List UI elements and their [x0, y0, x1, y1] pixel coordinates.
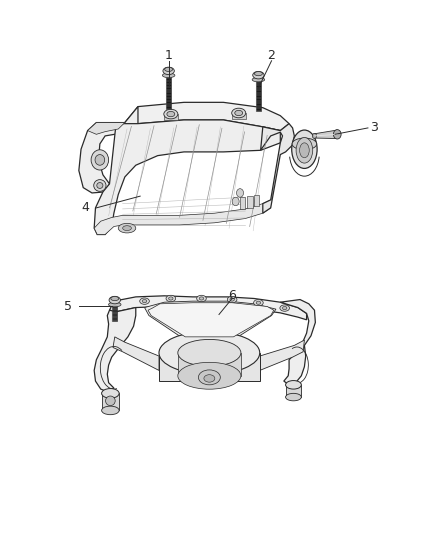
- Bar: [247, 196, 253, 208]
- Ellipse shape: [199, 297, 204, 300]
- Text: 3: 3: [371, 122, 378, 134]
- Polygon shape: [178, 353, 241, 376]
- Circle shape: [312, 133, 317, 139]
- Polygon shape: [94, 200, 271, 235]
- Ellipse shape: [253, 71, 264, 79]
- Ellipse shape: [94, 180, 106, 191]
- Ellipse shape: [204, 375, 215, 382]
- Ellipse shape: [230, 298, 234, 301]
- Ellipse shape: [162, 73, 175, 78]
- Ellipse shape: [95, 155, 105, 165]
- Polygon shape: [148, 303, 274, 337]
- Ellipse shape: [256, 301, 261, 304]
- Bar: [254, 195, 259, 206]
- Text: 4: 4: [81, 201, 89, 214]
- Circle shape: [237, 189, 244, 197]
- Ellipse shape: [169, 297, 173, 300]
- Ellipse shape: [159, 332, 260, 374]
- Ellipse shape: [123, 226, 131, 231]
- Polygon shape: [164, 114, 178, 120]
- Ellipse shape: [165, 67, 173, 71]
- Polygon shape: [232, 113, 246, 119]
- Polygon shape: [102, 393, 119, 410]
- Ellipse shape: [254, 300, 263, 306]
- Ellipse shape: [280, 305, 290, 311]
- Polygon shape: [113, 337, 159, 370]
- Ellipse shape: [167, 111, 175, 117]
- Ellipse shape: [235, 110, 243, 116]
- Polygon shape: [286, 385, 301, 397]
- Ellipse shape: [283, 306, 287, 310]
- Polygon shape: [261, 124, 294, 213]
- Circle shape: [333, 130, 341, 139]
- Text: 2: 2: [268, 50, 276, 62]
- Text: 5: 5: [64, 300, 72, 313]
- Ellipse shape: [178, 362, 241, 389]
- Ellipse shape: [197, 295, 206, 302]
- Ellipse shape: [140, 298, 149, 304]
- Polygon shape: [94, 308, 136, 392]
- Ellipse shape: [232, 108, 246, 118]
- Ellipse shape: [91, 150, 109, 170]
- Ellipse shape: [163, 67, 174, 75]
- Polygon shape: [280, 300, 315, 385]
- Ellipse shape: [109, 302, 121, 307]
- Ellipse shape: [111, 296, 119, 301]
- Ellipse shape: [286, 393, 301, 401]
- Circle shape: [232, 197, 239, 206]
- Ellipse shape: [164, 109, 178, 119]
- Polygon shape: [145, 301, 276, 336]
- Bar: [112, 304, 117, 321]
- Ellipse shape: [296, 138, 313, 163]
- Text: 6: 6: [228, 289, 236, 302]
- Polygon shape: [314, 130, 337, 139]
- Bar: [256, 79, 261, 111]
- Ellipse shape: [254, 71, 262, 76]
- Ellipse shape: [178, 340, 241, 366]
- Polygon shape: [79, 107, 138, 193]
- Ellipse shape: [166, 295, 176, 302]
- Polygon shape: [125, 102, 289, 131]
- Polygon shape: [110, 296, 307, 320]
- Ellipse shape: [106, 396, 115, 406]
- Bar: [240, 197, 245, 209]
- Polygon shape: [88, 123, 125, 134]
- Ellipse shape: [198, 370, 220, 385]
- Ellipse shape: [252, 77, 265, 82]
- Ellipse shape: [300, 143, 309, 158]
- Ellipse shape: [102, 389, 119, 398]
- Ellipse shape: [286, 381, 301, 389]
- Polygon shape: [159, 353, 260, 381]
- Ellipse shape: [292, 130, 317, 168]
- Ellipse shape: [227, 296, 237, 303]
- Ellipse shape: [97, 182, 103, 189]
- Text: 1: 1: [165, 50, 173, 62]
- Polygon shape: [260, 340, 304, 370]
- Ellipse shape: [118, 223, 136, 233]
- Polygon shape: [94, 120, 280, 235]
- Ellipse shape: [292, 138, 317, 150]
- Ellipse shape: [102, 406, 119, 415]
- Ellipse shape: [142, 300, 147, 303]
- Ellipse shape: [109, 296, 120, 304]
- Bar: [166, 75, 171, 109]
